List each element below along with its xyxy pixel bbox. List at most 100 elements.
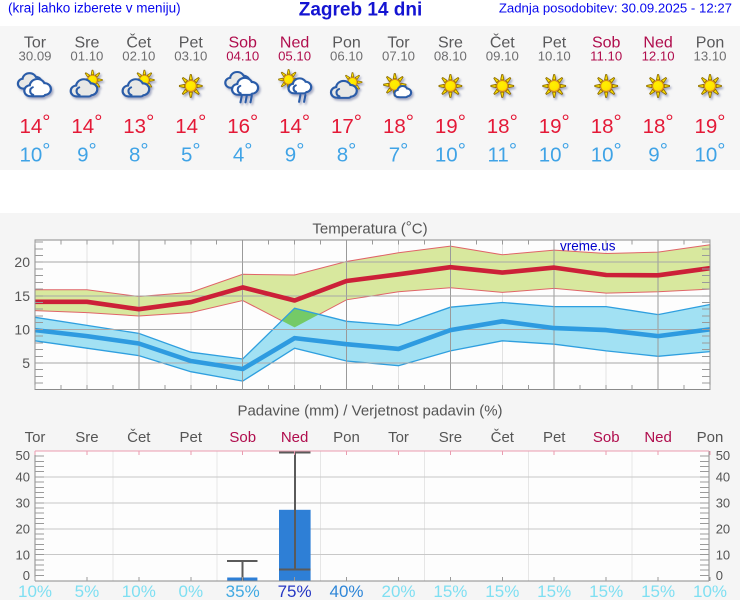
svg-text:5%: 5% bbox=[75, 582, 100, 600]
svg-text:19°: 19° bbox=[694, 111, 725, 139]
svg-text:06.10: 06.10 bbox=[330, 48, 363, 63]
svg-text:Zadnja posodobitev: 30.09.2025: Zadnja posodobitev: 30.09.2025 - 12:27 bbox=[499, 1, 732, 16]
svg-text:Ned: Ned bbox=[280, 35, 309, 52]
svg-text:0: 0 bbox=[23, 568, 30, 583]
svg-text:15%: 15% bbox=[641, 582, 675, 600]
svg-text:9°: 9° bbox=[285, 139, 305, 167]
svg-text:9°: 9° bbox=[77, 139, 97, 167]
svg-text:10: 10 bbox=[16, 547, 30, 562]
svg-text:Tor: Tor bbox=[388, 429, 409, 446]
svg-text:Pon: Pon bbox=[696, 35, 724, 52]
svg-text:10%: 10% bbox=[122, 582, 156, 600]
svg-text:Pon: Pon bbox=[332, 35, 360, 52]
svg-text:10°: 10° bbox=[435, 139, 466, 167]
svg-text:0: 0 bbox=[716, 568, 723, 583]
svg-text:13°: 13° bbox=[123, 111, 154, 139]
svg-text:10°: 10° bbox=[19, 139, 50, 167]
svg-text:03.10: 03.10 bbox=[174, 48, 207, 63]
svg-text:Pet: Pet bbox=[180, 429, 203, 446]
svg-text:15%: 15% bbox=[485, 582, 519, 600]
svg-text:Padavine (mm) / Verjetnost pad: Padavine (mm) / Verjetnost padavin (%) bbox=[237, 403, 502, 420]
svg-text:Pet: Pet bbox=[543, 429, 566, 446]
svg-text:Čet: Čet bbox=[490, 33, 515, 52]
svg-text:20: 20 bbox=[16, 522, 30, 537]
svg-text:Tor: Tor bbox=[24, 35, 47, 52]
svg-text:14°: 14° bbox=[175, 111, 206, 139]
svg-text:Sre: Sre bbox=[439, 429, 462, 446]
svg-text:17°: 17° bbox=[331, 111, 362, 139]
svg-text:11.10: 11.10 bbox=[590, 48, 622, 63]
svg-text:14°: 14° bbox=[19, 111, 50, 139]
svg-text:Tor: Tor bbox=[387, 35, 410, 52]
svg-text:75%: 75% bbox=[278, 582, 312, 600]
svg-text:10°: 10° bbox=[694, 139, 725, 167]
svg-text:02.10: 02.10 bbox=[122, 48, 155, 63]
svg-text:20%: 20% bbox=[381, 582, 415, 600]
svg-text:18°: 18° bbox=[487, 111, 518, 139]
svg-text:30: 30 bbox=[716, 496, 730, 511]
svg-text:04.10: 04.10 bbox=[226, 48, 259, 63]
svg-text:15%: 15% bbox=[589, 582, 623, 600]
svg-text:Sob: Sob bbox=[228, 35, 257, 52]
svg-text:08.10: 08.10 bbox=[434, 48, 467, 63]
svg-text:Čet: Čet bbox=[127, 429, 151, 446]
svg-text:10°: 10° bbox=[539, 139, 570, 167]
svg-text:15%: 15% bbox=[537, 582, 571, 600]
svg-text:10.10: 10.10 bbox=[538, 48, 571, 63]
svg-text:8°: 8° bbox=[337, 139, 357, 167]
svg-text:16°: 16° bbox=[227, 111, 258, 139]
svg-text:30.09: 30.09 bbox=[18, 48, 51, 63]
svg-text:5: 5 bbox=[22, 355, 30, 371]
svg-text:7°: 7° bbox=[389, 139, 409, 167]
svg-text:35%: 35% bbox=[226, 582, 260, 600]
svg-text:19°: 19° bbox=[539, 111, 570, 139]
svg-text:Tor: Tor bbox=[25, 429, 46, 446]
svg-text:18°: 18° bbox=[383, 111, 414, 139]
svg-text:13.10: 13.10 bbox=[693, 48, 726, 63]
svg-text:40: 40 bbox=[716, 470, 730, 485]
svg-text:0%: 0% bbox=[179, 582, 204, 600]
svg-text:19°: 19° bbox=[435, 111, 466, 139]
svg-text:Čet: Čet bbox=[491, 429, 515, 446]
svg-text:Pon: Pon bbox=[333, 429, 360, 446]
svg-text:Sob: Sob bbox=[592, 35, 621, 52]
svg-text:40: 40 bbox=[16, 470, 30, 485]
svg-text:Sre: Sre bbox=[74, 35, 99, 52]
svg-text:10%: 10% bbox=[693, 582, 727, 600]
svg-text:4°: 4° bbox=[233, 139, 253, 167]
svg-text:Temperatura (°C): Temperatura (°C) bbox=[312, 219, 427, 238]
svg-text:8°: 8° bbox=[129, 139, 149, 167]
svg-text:01.10: 01.10 bbox=[70, 48, 103, 63]
svg-text:11°: 11° bbox=[488, 139, 517, 167]
svg-text:Pet: Pet bbox=[179, 35, 204, 52]
svg-text:18°: 18° bbox=[591, 111, 622, 139]
svg-text:15%: 15% bbox=[433, 582, 467, 600]
svg-text:50: 50 bbox=[16, 448, 30, 463]
svg-text:12.10: 12.10 bbox=[642, 48, 675, 63]
svg-text:10: 10 bbox=[716, 547, 730, 562]
svg-text:05.10: 05.10 bbox=[278, 48, 311, 63]
svg-text:10%: 10% bbox=[18, 582, 52, 600]
svg-text:30: 30 bbox=[16, 496, 30, 511]
svg-text:15: 15 bbox=[14, 288, 30, 304]
svg-text:Zagreb 14 dni: Zagreb 14 dni bbox=[299, 0, 423, 21]
svg-text:Pet: Pet bbox=[542, 35, 567, 52]
svg-text:50: 50 bbox=[716, 448, 730, 463]
svg-text:10: 10 bbox=[14, 321, 30, 337]
svg-text:Pon: Pon bbox=[697, 429, 724, 446]
svg-text:Sre: Sre bbox=[75, 429, 98, 446]
svg-text:09.10: 09.10 bbox=[486, 48, 519, 63]
svg-text:5°: 5° bbox=[181, 139, 201, 167]
svg-text:14°: 14° bbox=[279, 111, 310, 139]
svg-text:14°: 14° bbox=[71, 111, 102, 139]
svg-text:20: 20 bbox=[716, 522, 730, 537]
svg-text:Sre: Sre bbox=[438, 35, 463, 52]
svg-text:Ned: Ned bbox=[644, 429, 672, 446]
svg-text:9°: 9° bbox=[648, 139, 668, 167]
svg-text:40%: 40% bbox=[329, 582, 363, 600]
svg-text:(kraj lahko izberete v meniju): (kraj lahko izberete v meniju) bbox=[8, 1, 181, 16]
svg-text:Sob: Sob bbox=[593, 429, 620, 446]
svg-text:Čet: Čet bbox=[126, 33, 151, 52]
svg-text:07.10: 07.10 bbox=[382, 48, 415, 63]
svg-text:Sob: Sob bbox=[229, 429, 256, 446]
